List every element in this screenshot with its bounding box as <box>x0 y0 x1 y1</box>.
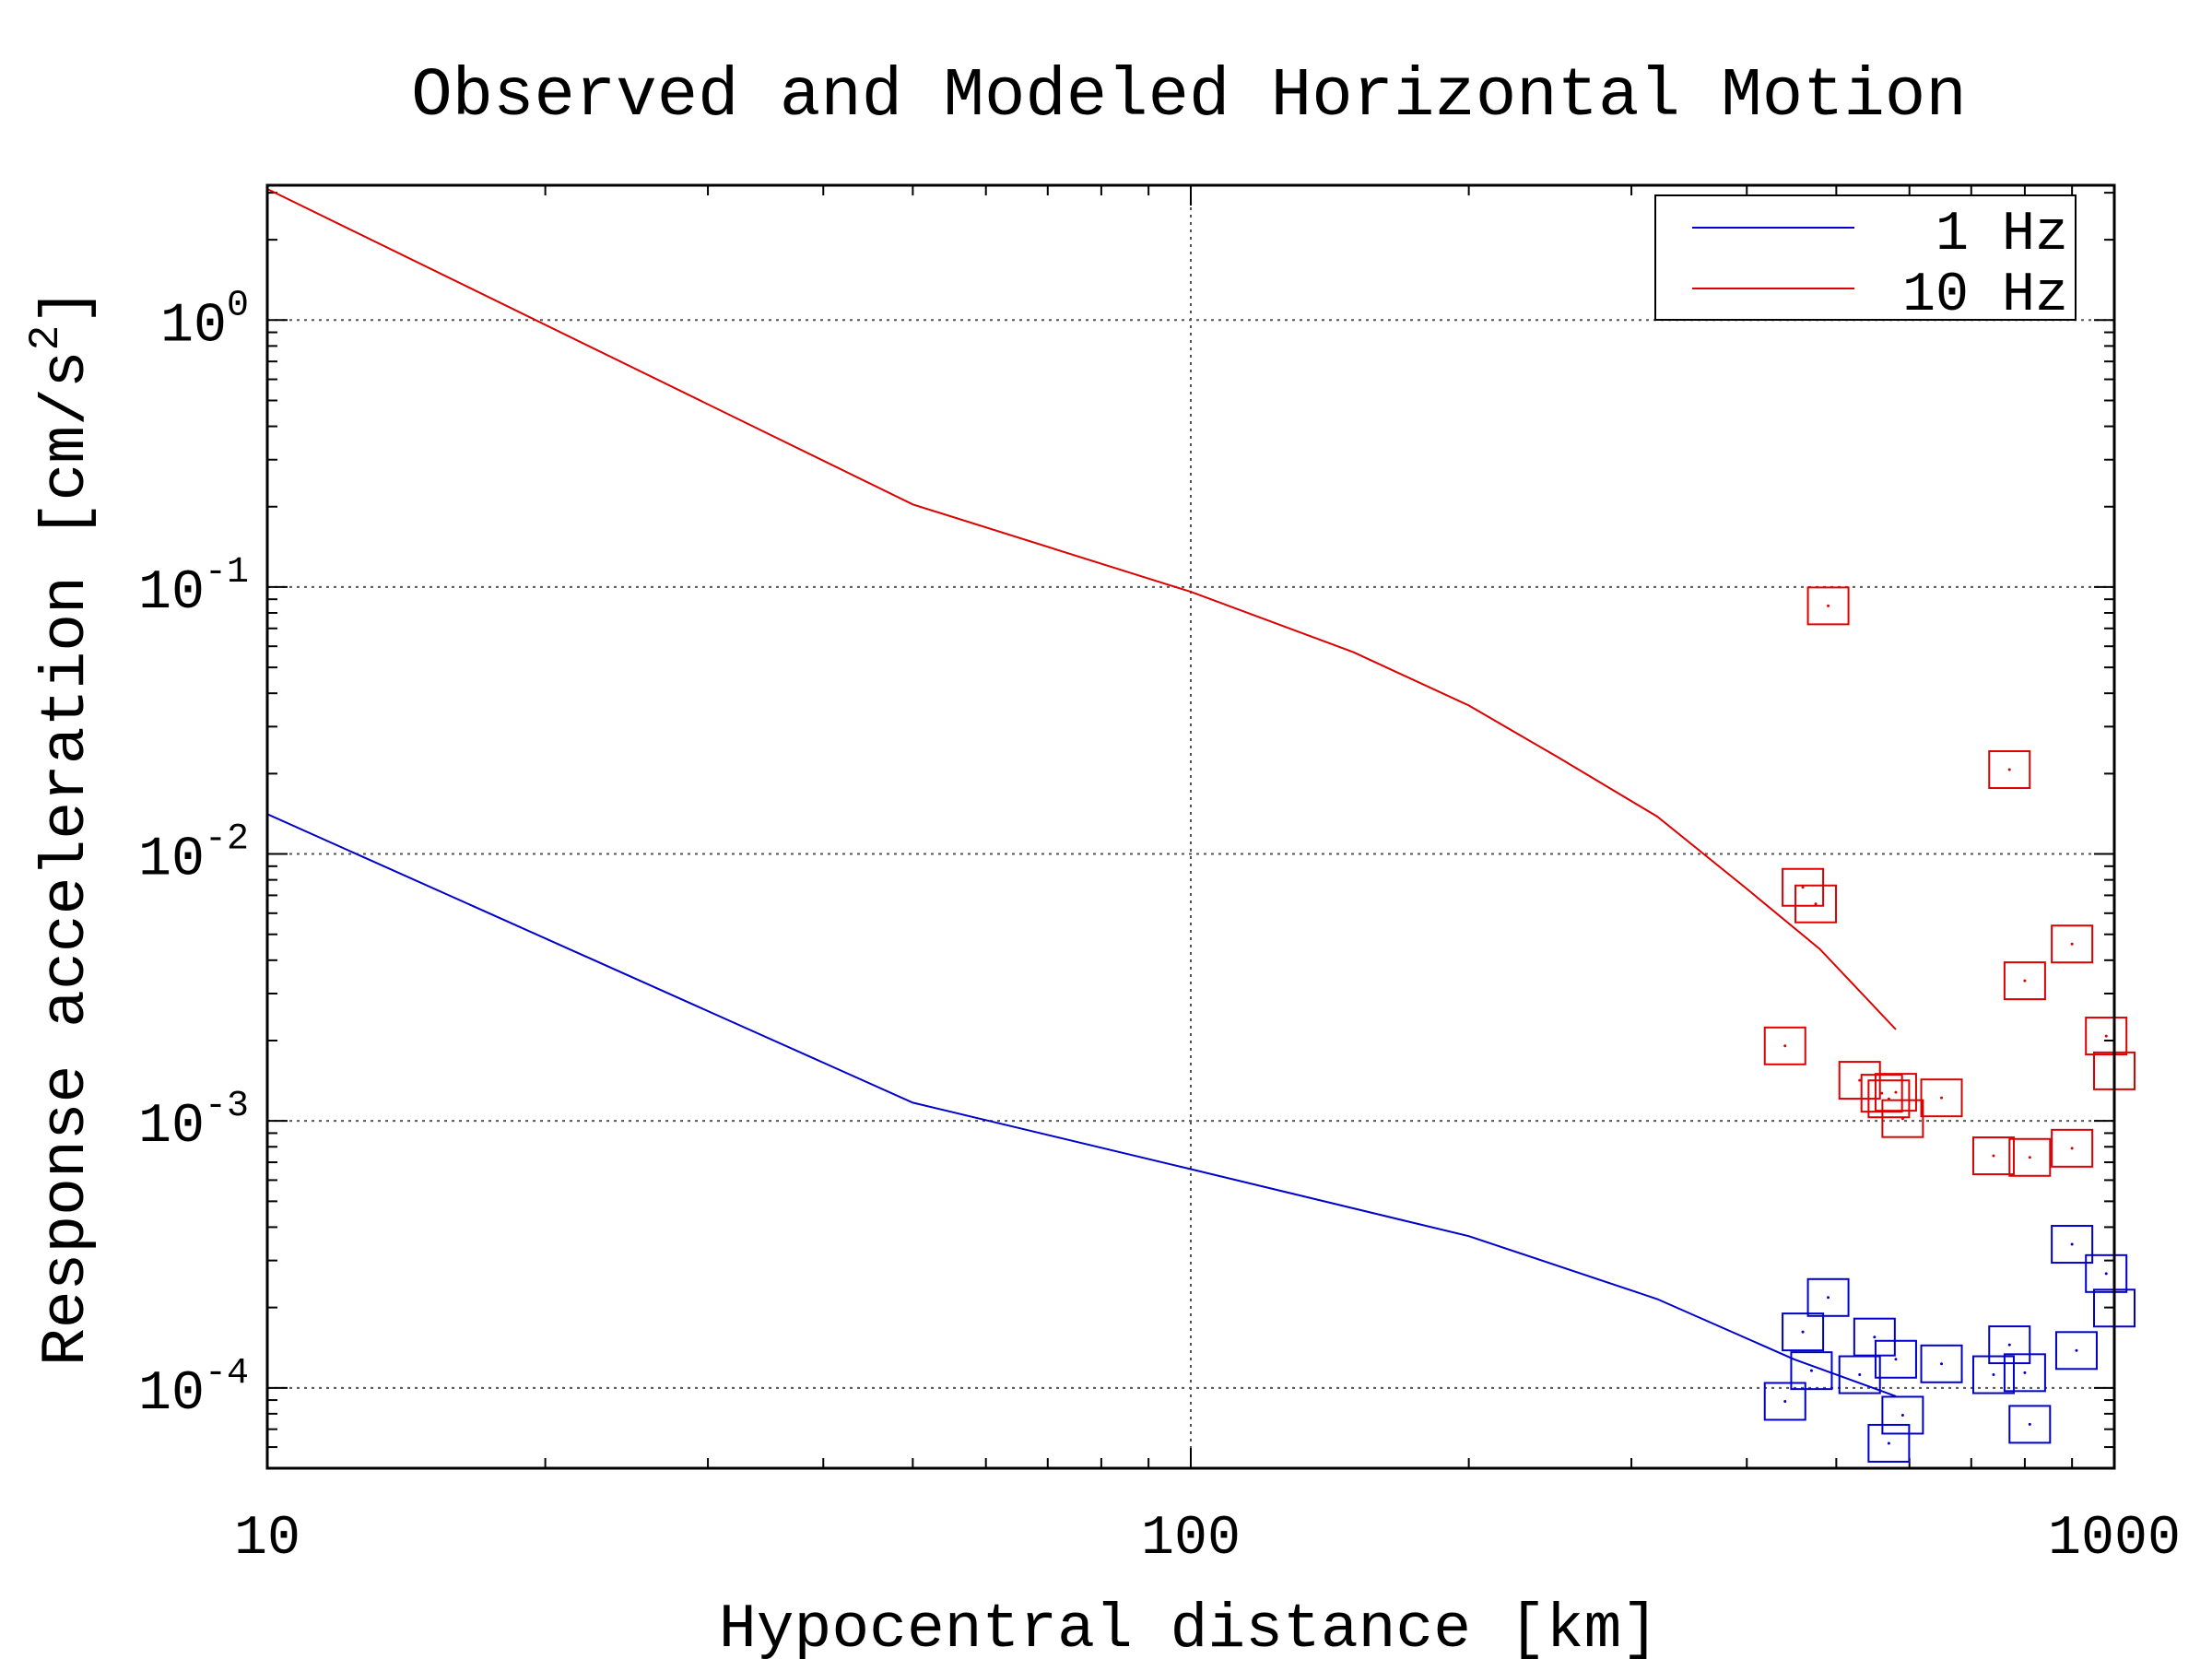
observed-point-center <box>1887 1441 1890 1445</box>
observed-point-center <box>2007 768 2011 771</box>
observed-point-center <box>1992 1154 1995 1158</box>
observed-point <box>1971 1355 2015 1394</box>
observed-point <box>1806 586 1850 626</box>
observed-point-center <box>2070 1242 2074 1246</box>
observed-point-center <box>1827 1296 1830 1300</box>
observed-point-center <box>1783 1044 1787 1048</box>
observed-point-center <box>2007 1343 2011 1347</box>
observed-point <box>1971 1136 2015 1176</box>
observed-point <box>2008 1405 2052 1444</box>
observed-point <box>2003 1353 2046 1393</box>
x-tick-label: 10 <box>234 1508 300 1571</box>
legend-box <box>1654 194 2077 321</box>
model-line-10hz <box>266 188 1897 1030</box>
observed-point-center <box>1894 1090 1898 1094</box>
observed-point <box>1920 1078 1963 1118</box>
observed-point-center <box>2104 1034 2108 1038</box>
plot-frame <box>265 183 2116 1470</box>
observed-point <box>1867 1423 1911 1463</box>
observed-point <box>1790 1351 1833 1391</box>
observed-point <box>2085 1253 2128 1293</box>
y-tick-label: 100 <box>160 285 249 358</box>
observed-point <box>2051 1128 2094 1168</box>
observed-point <box>1763 1026 1806 1065</box>
observed-point-center <box>2023 979 2027 982</box>
observed-point-center <box>2070 1147 2074 1150</box>
observed-point <box>1920 1344 1963 1383</box>
observed-point <box>1881 1099 1924 1138</box>
observed-point-center <box>1940 1096 1944 1100</box>
observed-point-center <box>2075 1348 2078 1352</box>
observed-point <box>1874 1073 1917 1112</box>
x-tick-label: 100 <box>1141 1508 1241 1571</box>
observed-point-center <box>1801 1330 1805 1334</box>
observed-point-center <box>1894 1358 1898 1361</box>
observed-point <box>1782 1312 1825 1352</box>
observed-points <box>1763 586 2136 1463</box>
legend-label-1hz: 1 Hz <box>1936 204 2068 266</box>
y-tick-label: 10-3 <box>138 1086 249 1159</box>
observed-point <box>1806 1277 1850 1317</box>
y-axis-label: Response acceleration [cm/s2] <box>22 288 102 1366</box>
observed-point <box>1794 884 1838 924</box>
observed-point-center <box>1940 1362 1944 1366</box>
chart-title: Observed and Modeled Horizontal Motion <box>411 58 1966 135</box>
observed-point-center <box>1992 1373 1995 1377</box>
y-tick-labels: 100 10-1 10-2 10-3 10-4 <box>138 285 249 1426</box>
observed-point-center <box>1809 1369 1813 1372</box>
observed-point-center <box>1858 1373 1862 1377</box>
observed-point-center <box>2028 1156 2031 1159</box>
observed-point <box>2003 961 2046 1001</box>
observed-point-center <box>1814 902 1818 906</box>
axis-ticks <box>266 185 2115 1468</box>
y-tick-label: 10-2 <box>138 819 249 892</box>
observed-point <box>2051 924 2094 964</box>
observed-point-center <box>1880 1091 1884 1095</box>
observed-point-center <box>1783 1399 1787 1403</box>
observed-point-center <box>1827 604 1830 607</box>
y-tick-label: 10-1 <box>138 552 249 625</box>
observed-point <box>1874 1339 1917 1379</box>
x-tick-labels: 10 100 1000 <box>234 1508 2181 1571</box>
observed-point <box>1782 867 1825 907</box>
y-axis-label-sup: 2 <box>22 325 70 351</box>
observed-point <box>1988 750 2031 790</box>
y-axis-label-end: ] <box>31 288 102 325</box>
y-axis-label-main: Response acceleration [cm/s <box>31 350 102 1366</box>
observed-point-center <box>2028 1422 2031 1426</box>
observed-point <box>1881 1395 1924 1435</box>
observed-point-center <box>1900 1413 1904 1417</box>
x-axis-label: Hypocentral distance [km] <box>719 1594 1659 1659</box>
observed-point-center <box>1801 886 1805 889</box>
x-tick-label: 1000 <box>2048 1508 2181 1571</box>
observed-point <box>2051 1225 2094 1265</box>
observed-point-center <box>1858 1078 1862 1082</box>
model-line-1hz <box>266 813 1897 1397</box>
observed-point <box>1867 1079 1911 1119</box>
observed-point <box>2008 1137 2052 1177</box>
observed-point-center <box>1900 1117 1904 1121</box>
grid-lines <box>267 185 2114 1468</box>
observed-point-center <box>1873 1335 1877 1339</box>
observed-point <box>2054 1331 2098 1371</box>
observed-point <box>1763 1382 1806 1421</box>
observed-point-center <box>2070 942 2074 946</box>
model-lines <box>266 188 1897 1397</box>
observed-point-center <box>2104 1272 2108 1276</box>
observed-point <box>1853 1317 1896 1357</box>
legend: 1 Hz 10 Hz <box>1654 194 2077 327</box>
y-tick-label: 10-4 <box>138 1353 249 1426</box>
legend-label-10hz: 10 Hz <box>1902 265 2068 327</box>
observed-point-center <box>2023 1371 2027 1374</box>
observed-point <box>2085 1017 2128 1056</box>
observed-point <box>1988 1325 2031 1365</box>
